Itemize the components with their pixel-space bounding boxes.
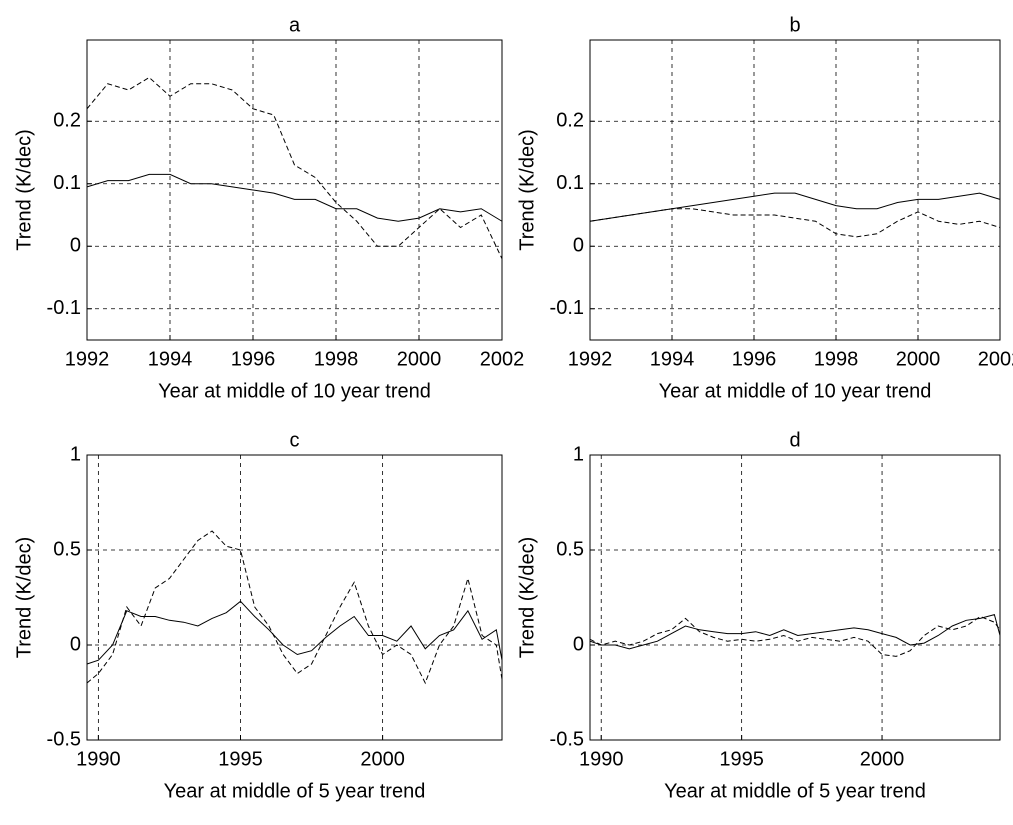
plot-area	[87, 455, 502, 740]
y-tick-label: 0.5	[53, 538, 81, 560]
axes-box	[86, 454, 503, 741]
x-tick-label: 2000	[360, 748, 405, 770]
y-tick-label: 0	[70, 633, 81, 655]
y-tick-label: 0	[573, 633, 584, 655]
y-tick-label: -0.5	[550, 728, 584, 750]
data-line	[86, 530, 503, 685]
y-tick-label: -0.1	[47, 297, 81, 319]
data-line	[589, 192, 1001, 222]
y-tick-label: 0.1	[53, 172, 81, 194]
data-line	[86, 76, 503, 259]
y-tick-label: 0	[70, 235, 81, 257]
y-tick-label: -0.5	[47, 728, 81, 750]
x-tick-label: 2000	[860, 748, 905, 770]
x-tick-label: 1995	[218, 748, 263, 770]
chart-title: d	[789, 429, 800, 451]
data-line	[86, 173, 503, 222]
chart-title: c	[290, 429, 300, 451]
x-tick-label: 2002	[978, 348, 1013, 370]
axes-box	[589, 454, 1001, 741]
y-tick-label: -0.1	[550, 297, 584, 319]
x-tick-label: 1995	[719, 748, 764, 770]
x-tick-label: 1998	[314, 348, 359, 370]
axes-box	[589, 39, 1001, 341]
x-tick-label: 1992	[65, 348, 110, 370]
x-tick-label: 1992	[568, 348, 613, 370]
y-axis-label: Trend (K/dec)	[516, 129, 538, 251]
x-axis-label: Year at middle of 10 year trend	[659, 380, 932, 402]
y-tick-label: 0.1	[556, 172, 584, 194]
y-axis-label: Trend (K/dec)	[13, 129, 35, 251]
data-line	[589, 615, 1001, 657]
plot-area	[590, 40, 1000, 340]
plot-area	[590, 455, 1000, 740]
plot-area	[87, 40, 502, 340]
x-tick-label: 1998	[814, 348, 859, 370]
y-axis-label: Trend (K/dec)	[516, 537, 538, 659]
data-line	[589, 208, 1001, 238]
y-tick-label: 0.2	[556, 110, 584, 132]
x-tick-label: 2002	[480, 348, 525, 370]
x-tick-label: 1996	[231, 348, 276, 370]
y-tick-label: 0	[573, 235, 584, 257]
x-tick-label: 1994	[148, 348, 193, 370]
y-axis-label: Trend (K/dec)	[13, 537, 35, 659]
x-tick-label: 1990	[579, 748, 624, 770]
x-axis-label: Year at middle of 10 year trend	[158, 380, 431, 402]
x-tick-label: 1990	[76, 748, 121, 770]
x-tick-label: 2000	[397, 348, 442, 370]
data-line	[86, 600, 503, 665]
data-line	[589, 613, 1001, 650]
chart-title: a	[289, 14, 301, 36]
x-tick-label: 1994	[650, 348, 695, 370]
x-axis-label: Year at middle of 5 year trend	[664, 780, 926, 802]
x-axis-label: Year at middle of 5 year trend	[164, 780, 426, 802]
x-tick-label: 1996	[732, 348, 777, 370]
chart-title: b	[789, 14, 800, 36]
x-tick-label: 2000	[896, 348, 941, 370]
axes-box	[86, 39, 503, 341]
y-tick-label: 0.2	[53, 110, 81, 132]
y-tick-label: 0.5	[556, 538, 584, 560]
y-tick-label: 1	[573, 443, 584, 465]
y-tick-label: 1	[70, 443, 81, 465]
